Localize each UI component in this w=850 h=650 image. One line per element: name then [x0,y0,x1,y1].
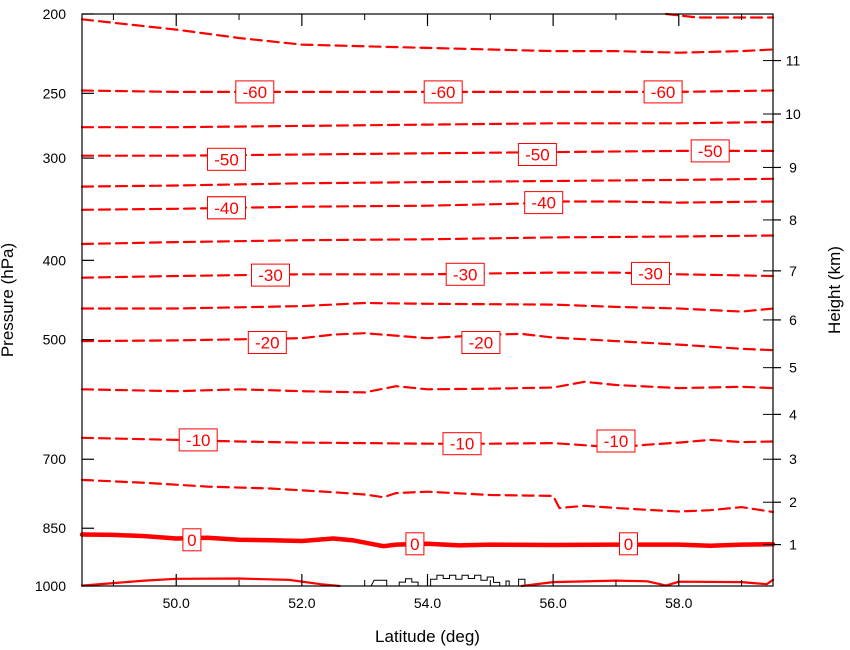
contour-label-box [405,532,425,556]
contour-label-text: -50 [698,142,723,161]
contour-label-text: 0 [410,535,419,554]
contour-label: -10 [442,432,482,456]
contour-label-box [442,432,482,456]
x-tick-label: 50.0 [163,595,190,611]
contour-label: -10 [596,429,636,453]
contour-label-box [182,528,202,552]
axes: 50.0 52.0 54.0 56.0 58.020025030040050070085… [35,6,801,611]
contour-label: 0 [619,532,638,556]
contour-label: -40 [524,191,564,215]
contour-line-minus5 [80,478,775,514]
contour-label-text: 0 [187,531,196,550]
y-tick-label: 400 [43,252,67,268]
contour-label: -30 [251,263,290,287]
contour-label-box [178,428,218,452]
contour-label-box [517,143,557,166]
contour-label-text: -30 [453,265,478,284]
contour-line-minus10 [80,436,775,449]
contour-label-box [690,139,730,163]
y-axis-title-height: Height (km) [825,246,844,334]
contour-label: -60 [643,80,683,104]
contour-label: -30 [445,262,485,286]
x-tick-label: 56.0 [540,595,567,611]
contour-label: -50 [517,143,557,166]
y-tick-label: 250 [43,85,67,101]
contour-label: -50 [690,139,730,163]
contour-line-minus25 [80,301,775,313]
height-tick-label: 10 [785,106,801,122]
contour-label-text: -30 [638,264,663,283]
contour-label-box [524,191,564,215]
contour-label: -60 [423,80,463,104]
height-tick-label: 3 [789,451,797,467]
contour-label: -60 [235,80,275,104]
x-axis-title: Latitude (deg) [375,627,480,646]
contour-label-box [596,429,636,453]
contour-label-text: -60 [243,83,268,102]
contour-label-text: -50 [525,146,550,165]
contour-label-text: -30 [258,266,283,285]
contour-label-box [631,261,670,285]
contour-label: -30 [631,261,670,285]
contour-label: -40 [207,196,246,220]
height-tick-label: 1 [789,537,797,553]
height-tick-label: 6 [789,312,797,328]
contour-label-box [235,80,275,104]
contour-label-text: -40 [214,199,239,218]
y-tick-label: 1000 [35,578,66,594]
contour-label: -50 [207,147,246,171]
y-tick-label: 300 [43,150,67,166]
contour-label-box [643,80,683,104]
y-axis-title-pressure: Pressure (hPa) [0,243,17,357]
contour-label: -20 [461,331,501,354]
contour-label-box [247,331,287,354]
contour-label-text: -40 [531,194,556,213]
y-tick-label: 200 [43,6,67,22]
contour-label-box [207,147,246,171]
contour-line-minus35 [80,234,775,246]
contour-label-box [423,80,463,104]
contour-label-box [461,331,501,354]
contour-label-text: -50 [214,150,239,169]
contour-label-text: -10 [186,431,211,450]
y-tick-label: 500 [43,332,67,348]
contour-line-minus65 [665,12,775,19]
contour-label-box [207,196,246,220]
contour-label-text: 0 [624,535,633,554]
contour-line-5 [80,577,341,588]
contour-label-box [619,532,638,556]
contour-label-text: -60 [431,83,456,102]
contour-label: 0 [405,532,425,556]
contour-line-minus55 [80,120,775,129]
height-tick-label: 5 [789,360,797,376]
height-tick-label: 7 [789,263,797,279]
contour-label-box [251,263,290,287]
contour-label-text: -20 [255,334,280,353]
x-tick-label: 58.0 [665,595,692,611]
contour-line-minus45 [80,177,775,188]
contour-label-box [445,262,485,286]
contour-label: -20 [247,331,287,354]
contour-label-text: -10 [450,435,475,454]
y-tick-label: 700 [43,451,67,467]
x-tick-label: 54.0 [414,595,441,611]
y-tick-label: 850 [43,520,67,536]
height-tick-label: 8 [789,212,797,228]
contour-line-minus50 [80,149,775,157]
contour-line-minus15 [80,380,775,394]
height-tick-label: 4 [789,406,797,422]
contour-label-text: -10 [604,432,629,451]
height-tick-label: 2 [789,494,797,510]
contour-label-text: -60 [651,83,676,102]
contour-label: -10 [178,428,218,452]
contour-labels: -60-60-60-50-50-50-40-40-40-30-30-30-20-… [178,80,730,556]
height-tick-label: 11 [786,53,801,69]
x-tick-label: 52.0 [288,595,315,611]
contour-label: 0 [182,528,202,552]
contour-label-text: -20 [469,334,494,353]
height-tick-label: 9 [789,159,797,175]
contour-line-minus65 [80,18,775,54]
